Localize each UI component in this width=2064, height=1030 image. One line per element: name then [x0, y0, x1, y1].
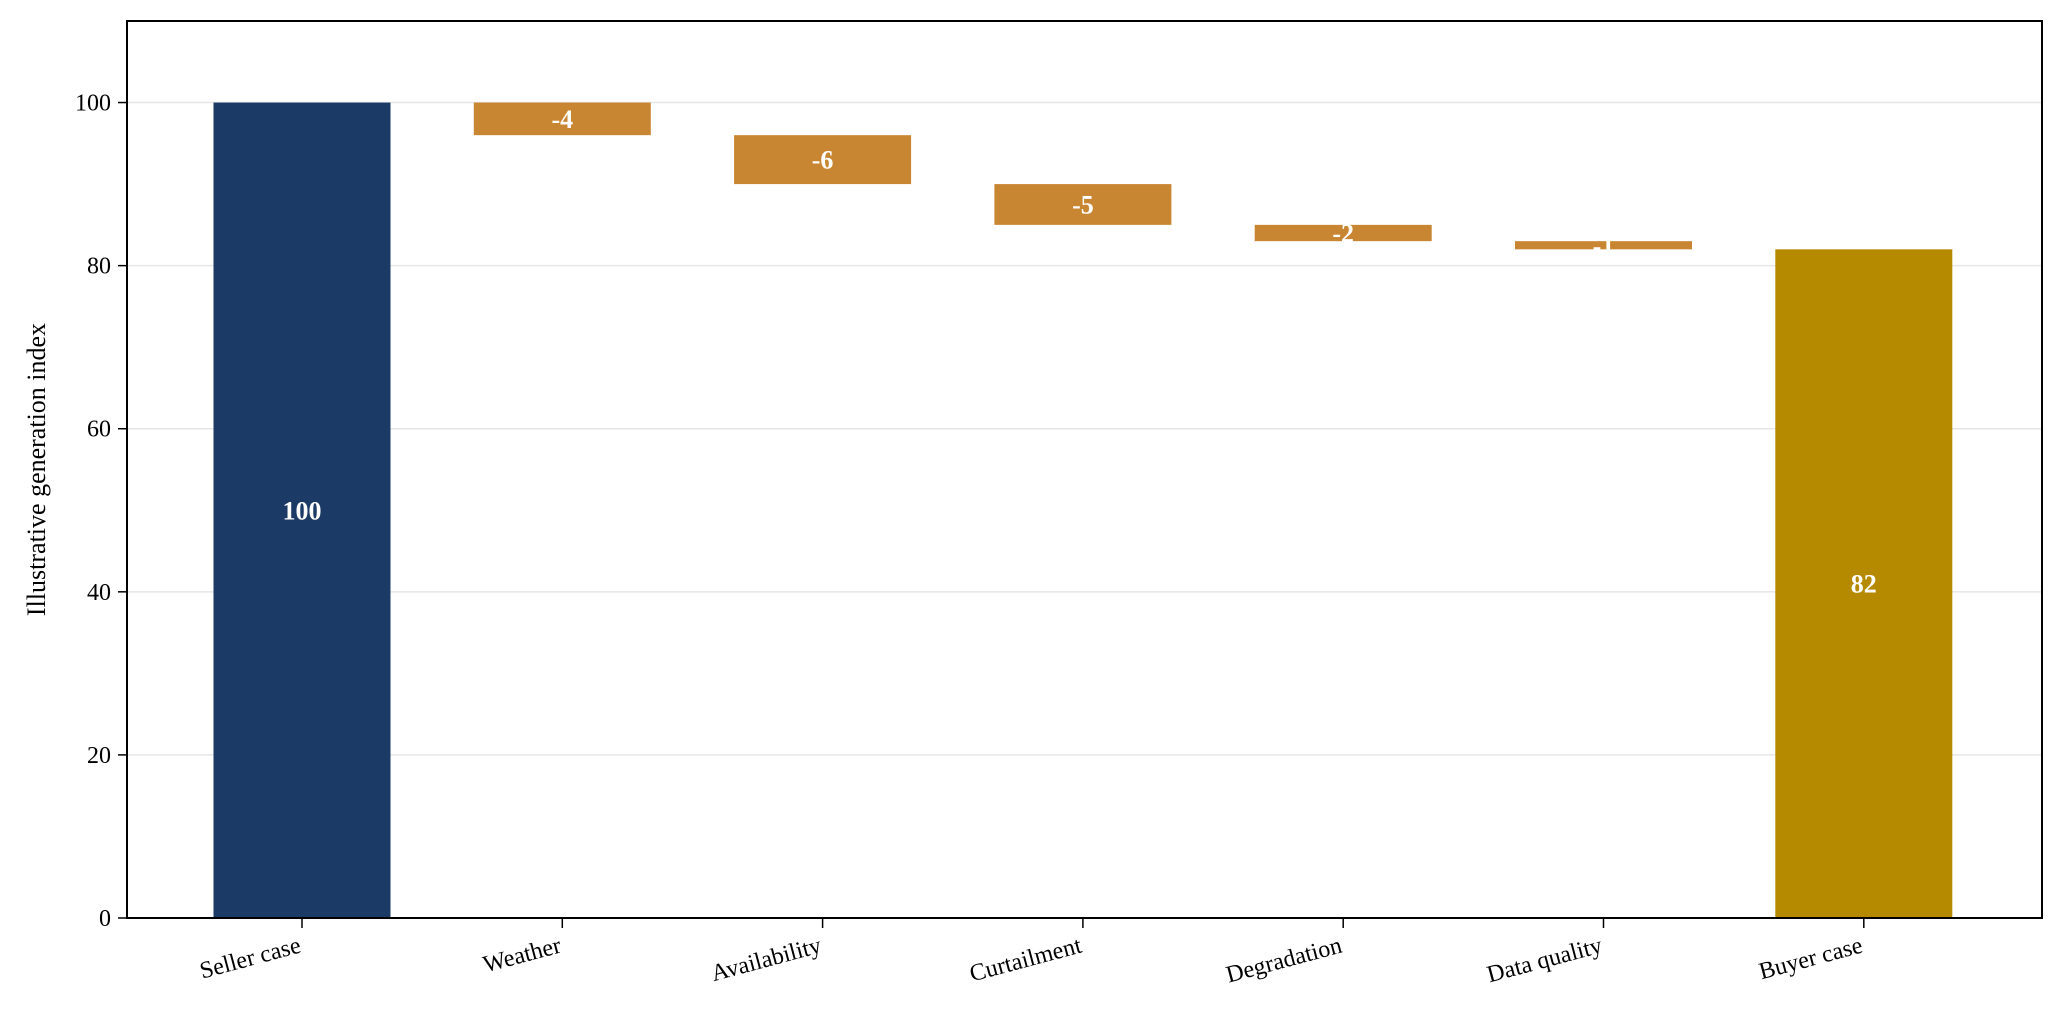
x-axis: Seller case Weather Availability Curtailmen… [197, 918, 1865, 988]
x-tick-label: Availability [708, 933, 824, 987]
y-axis-title: Illustrative generation index [22, 323, 51, 616]
x-tick-label: Curtailment [967, 933, 1085, 988]
x-tick-label: Seller case [197, 933, 303, 985]
waterfall-bar [1775, 249, 1953, 918]
x-tick-label: Data quality [1484, 933, 1605, 989]
bar-labels-layer: 100 -4 -6 -5 -2 -1 82 [283, 105, 1877, 599]
x-tick-label: Buyer case [1756, 933, 1865, 986]
y-tick-label: 100 [75, 91, 111, 117]
bar-value-label: 82 [1851, 570, 1877, 599]
bar-value-label: -4 [551, 105, 573, 134]
waterfall-bar [213, 102, 391, 918]
x-tick-label: Degradation [1223, 933, 1344, 989]
y-tick-label: 20 [87, 743, 111, 769]
y-tick-label: 40 [87, 580, 111, 606]
waterfall-bar [1254, 224, 1432, 242]
y-tick-label: 0 [99, 906, 111, 932]
waterfall-bar [994, 184, 1172, 225]
plot-frame [126, 20, 2043, 919]
bars-layer [213, 102, 1953, 918]
y-tick-label: 80 [87, 254, 111, 280]
waterfall-bar [734, 135, 912, 185]
bar-value-label: -2 [1332, 219, 1354, 248]
y-tick-label: 60 [87, 417, 111, 443]
x-tick-label: Weather [480, 933, 563, 979]
waterfall-bar [1515, 241, 1692, 250]
bar-value-label: 100 [283, 496, 322, 525]
bar-value-label: -6 [812, 146, 834, 175]
waterfall-bar [473, 102, 651, 136]
y-axis: 0 20 40 60 80 100 [75, 91, 127, 932]
bar-value-label: -5 [1072, 190, 1094, 219]
grid-layer [127, 101, 2042, 756]
bar-value-label: -1 [1593, 231, 1615, 260]
